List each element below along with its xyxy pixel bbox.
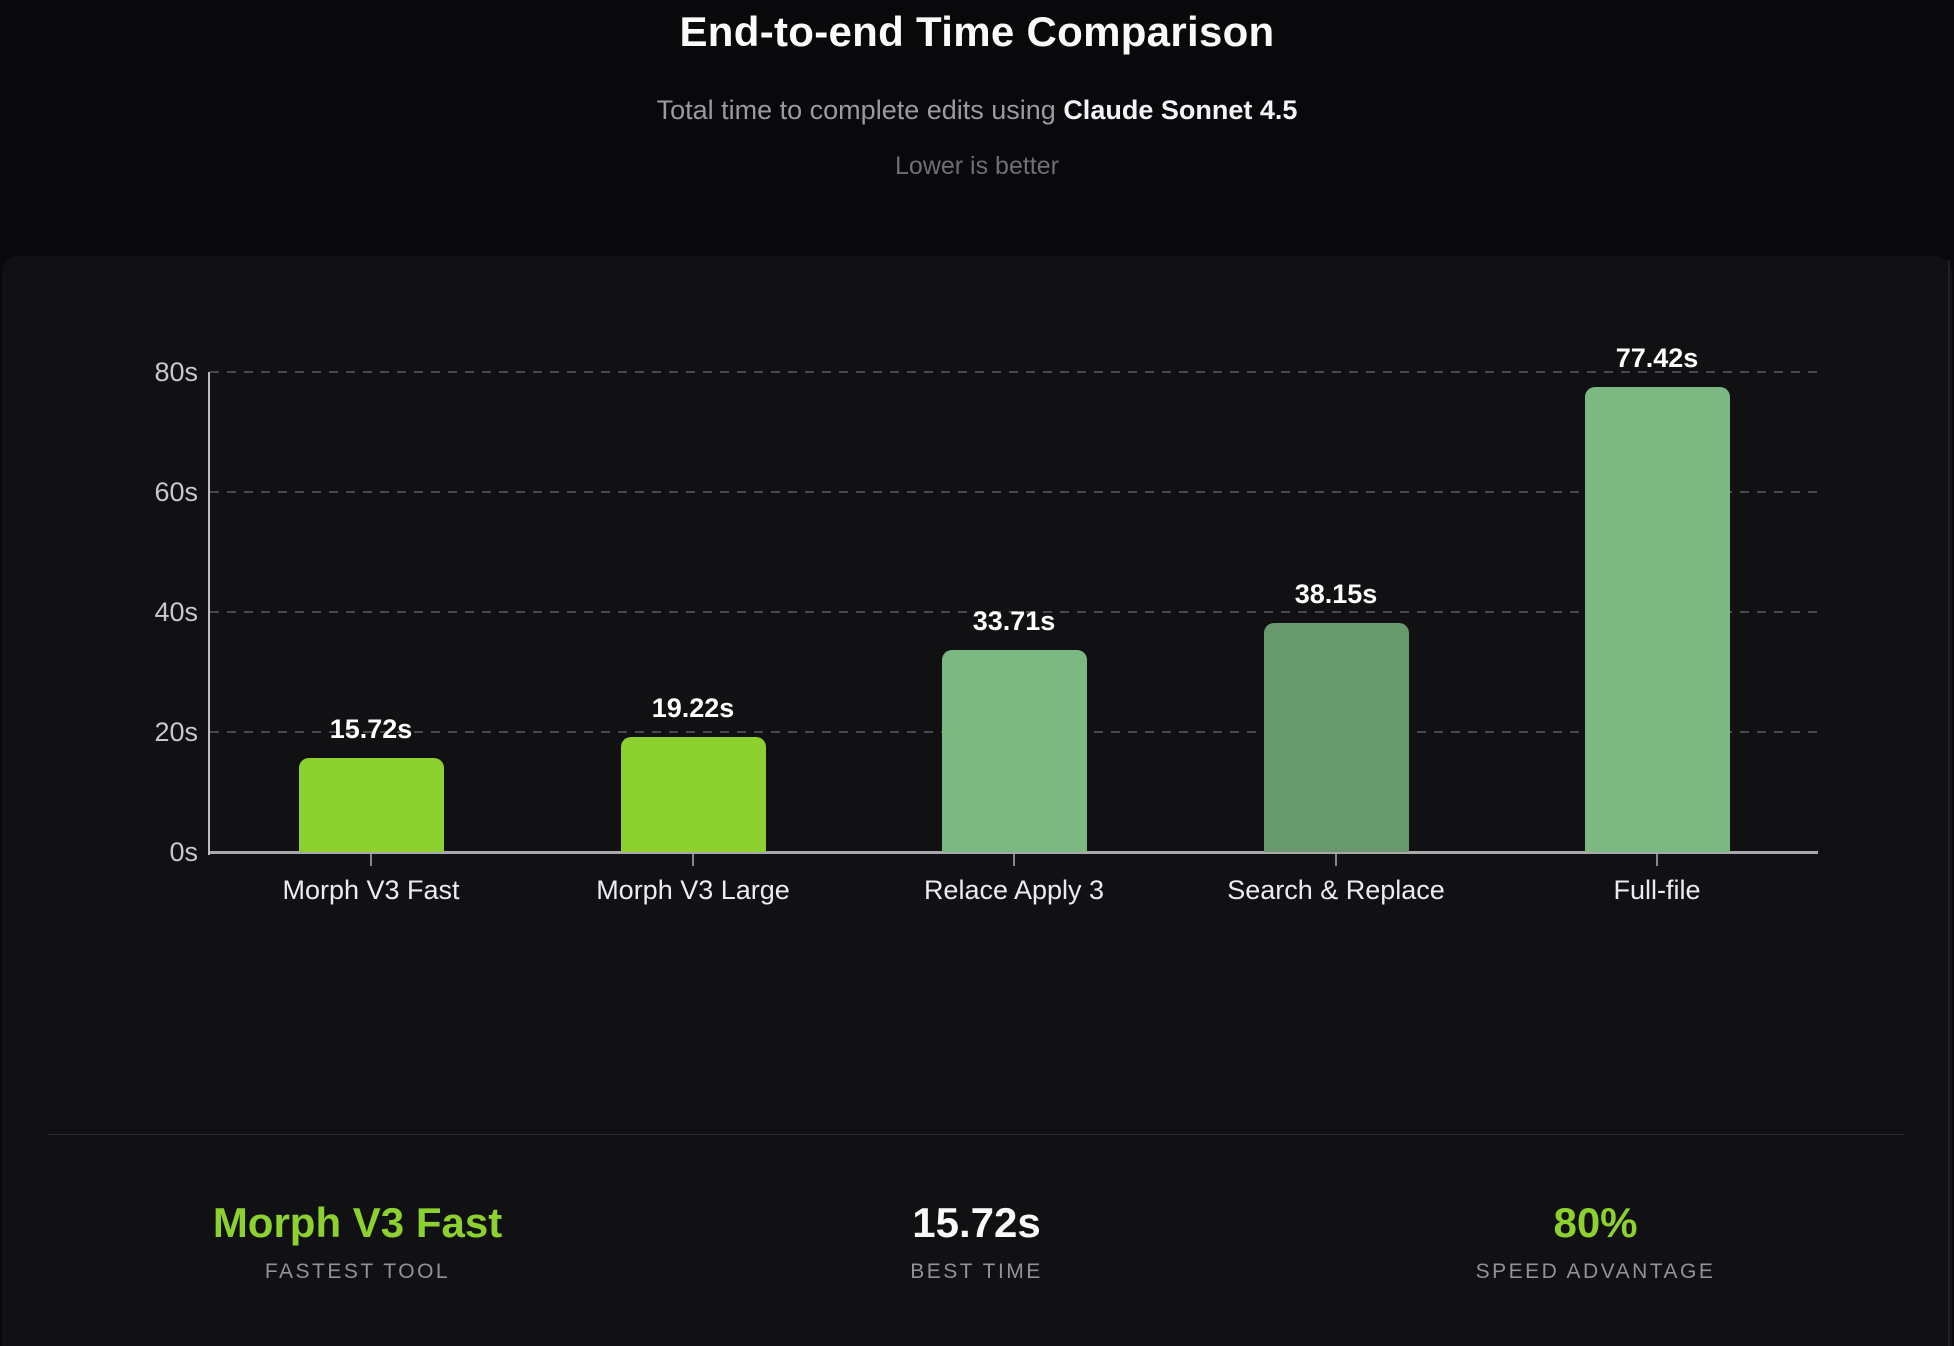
stat-speed-advantage-label: SPEED ADVANTAGE — [1475, 1260, 1716, 1283]
stat-speed-advantage-value: 80% — [1553, 1199, 1638, 1246]
page-title: End-to-end Time Comparison — [679, 8, 1275, 55]
summary-stats-row: Morph V3 Fast FASTEST TOOL 15.72s BEST T… — [48, 1198, 1905, 1284]
chart-subtitle: Total time to complete edits using Claud… — [0, 95, 1954, 126]
lower-is-better-note: Lower is better — [895, 152, 1059, 180]
footer-divider — [48, 1134, 1905, 1135]
stat-fastest-tool-value: Morph V3 Fast — [212, 1199, 503, 1246]
subtitle-model-name: Claude Sonnet 4.5 — [1063, 95, 1298, 125]
subtitle-prefix: Total time to complete edits using — [656, 95, 1064, 125]
stat-best-time-label: BEST TIME — [910, 1260, 1043, 1283]
stat-fastest-tool: Morph V3 Fast FASTEST TOOL — [48, 1198, 667, 1284]
stat-fastest-tool-label: FASTEST TOOL — [264, 1260, 451, 1283]
stat-speed-advantage: 80% SPEED ADVANTAGE — [1286, 1198, 1905, 1284]
stat-best-time-value: 15.72s — [912, 1199, 1041, 1246]
panel-right-edge — [1948, 260, 1950, 1346]
stat-best-time: 15.72s BEST TIME — [667, 1198, 1286, 1284]
chart-panel — [2, 256, 1952, 1346]
